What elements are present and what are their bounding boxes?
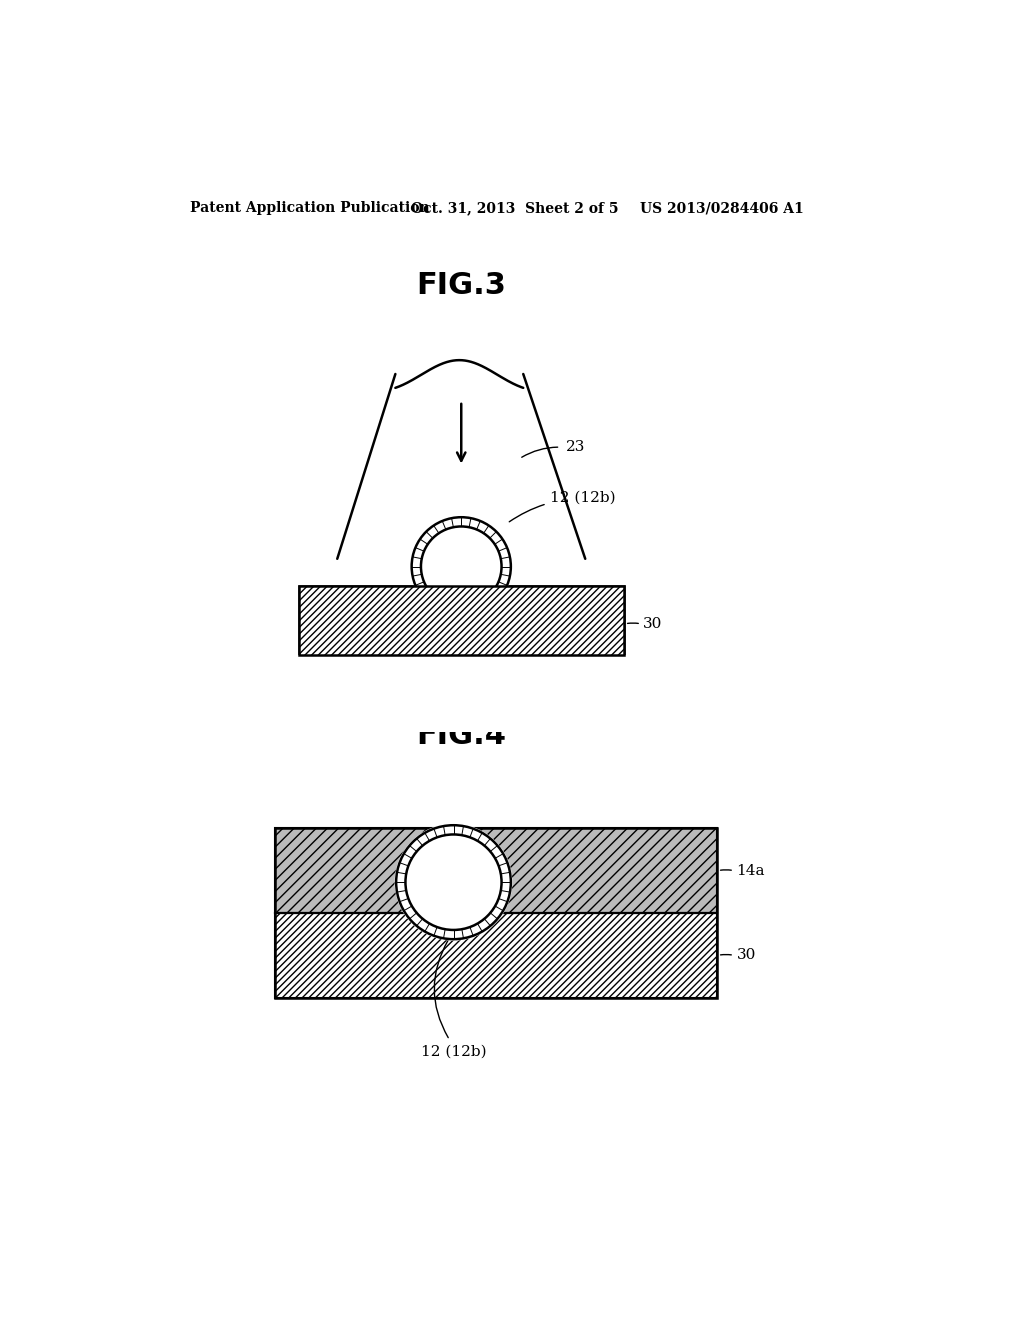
Bar xyxy=(299,586,624,655)
Text: 12 (12b): 12 (12b) xyxy=(509,491,615,521)
Bar xyxy=(275,913,717,998)
Text: 23: 23 xyxy=(566,440,586,454)
Text: Oct. 31, 2013  Sheet 2 of 5: Oct. 31, 2013 Sheet 2 of 5 xyxy=(411,202,618,215)
Bar xyxy=(295,655,628,733)
Circle shape xyxy=(406,834,502,929)
Text: FIG.4: FIG.4 xyxy=(416,722,506,750)
Bar xyxy=(299,586,624,655)
Text: FIG.3: FIG.3 xyxy=(417,271,506,300)
Text: 30: 30 xyxy=(736,948,756,962)
Bar xyxy=(299,586,624,655)
Bar xyxy=(299,586,624,655)
Text: 14a: 14a xyxy=(736,863,765,878)
Text: Patent Application Publication: Patent Application Publication xyxy=(190,202,430,215)
Bar xyxy=(275,829,717,913)
Circle shape xyxy=(394,824,512,941)
Text: US 2013/0284406 A1: US 2013/0284406 A1 xyxy=(640,202,803,215)
Text: 12 (12b): 12 (12b) xyxy=(421,1044,486,1059)
Bar xyxy=(275,913,717,998)
Bar xyxy=(275,829,717,913)
Circle shape xyxy=(421,527,502,607)
Bar xyxy=(275,829,717,998)
Circle shape xyxy=(410,516,512,618)
Text: 30: 30 xyxy=(643,616,663,631)
